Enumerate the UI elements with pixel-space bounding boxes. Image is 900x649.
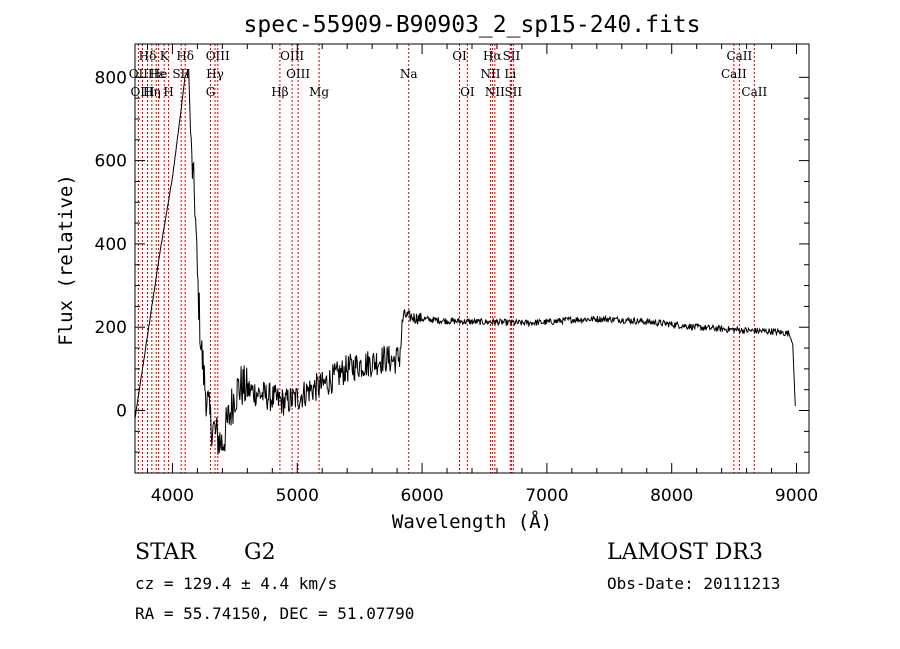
emission-line-label: Hγ xyxy=(206,67,224,81)
emission-line-label: NII xyxy=(480,67,500,81)
emission-line-label: OIII xyxy=(130,85,154,99)
emission-line-markers xyxy=(137,44,755,473)
x-tick-label: 8000 xyxy=(650,486,693,506)
emission-line-label: Hα xyxy=(483,49,502,63)
coordinates-text: RA = 55.74150, DEC = 51.07790 xyxy=(135,604,414,623)
emission-line-label: K xyxy=(160,49,170,63)
emission-line-label: OIII xyxy=(206,49,230,63)
emission-line-label: Hδ xyxy=(139,49,157,63)
x-axis-title: Wavelength (Å) xyxy=(392,510,552,533)
emission-line-label: OI xyxy=(452,49,467,63)
emission-line-label: NII xyxy=(485,85,505,99)
x-tick-label: 5000 xyxy=(276,486,319,506)
y-tick-label: 600 xyxy=(95,152,127,172)
emission-line-label: CaII xyxy=(741,85,767,99)
emission-line-label: Hε xyxy=(148,67,165,81)
emission-line-label: Hδ xyxy=(176,49,194,63)
y-axis-ticks: 0 200 400 600 800 xyxy=(95,68,809,453)
emission-line-label: G xyxy=(206,85,216,99)
obs-date-text: Obs-Date: 20111213 xyxy=(607,574,780,593)
object-class: STAR xyxy=(135,540,197,565)
y-tick-label: 0 xyxy=(116,402,127,422)
emission-line-label: SII xyxy=(503,49,521,63)
y-tick-label: 200 xyxy=(95,318,127,338)
emission-line-label: He xyxy=(150,67,168,81)
emission-line-label: Li xyxy=(504,67,516,81)
chart-title: spec-55909-B90903_2_sp15-240.fits xyxy=(244,12,701,38)
emission-line-label: H xyxy=(163,85,173,99)
emission-line-label: Na xyxy=(400,67,418,81)
y-axis-title: Flux (relative) xyxy=(55,174,77,346)
object-subclass: G2 xyxy=(244,540,276,565)
emission-line-label: Mg xyxy=(309,85,329,99)
emission-line-label: SII xyxy=(504,85,522,99)
emission-line-label: OIII xyxy=(286,67,310,81)
x-tick-label: 9000 xyxy=(775,486,818,506)
emission-line-label: OII xyxy=(129,67,149,81)
spectrum-line xyxy=(134,68,796,455)
x-tick-label: 4000 xyxy=(151,486,194,506)
x-axis-ticks: 4000 5000 6000 7000 8000 9000 xyxy=(146,44,818,506)
emission-line-label: OIII xyxy=(280,49,304,63)
emission-line-label: Hβ xyxy=(271,85,288,99)
y-tick-label: 400 xyxy=(95,235,127,255)
emission-line-label: CaII xyxy=(726,49,752,63)
emission-line-label: OI xyxy=(460,85,475,99)
emission-line-labels: Hδ OII OIII Hε Hη K He H Hδ SII OIII Hγ G Hβ OIII OIII M… xyxy=(129,49,768,99)
emission-line-label: SII xyxy=(172,67,190,81)
emission-line-label: CaII xyxy=(721,67,747,81)
x-tick-label: 7000 xyxy=(525,486,568,506)
survey-name: LAMOST DR3 xyxy=(607,540,763,565)
redshift-text: cz = 129.4 ± 4.4 km/s xyxy=(135,574,337,593)
x-tick-label: 6000 xyxy=(400,486,443,506)
y-tick-label: 800 xyxy=(95,68,127,88)
emission-line-label: Hη xyxy=(143,85,161,99)
